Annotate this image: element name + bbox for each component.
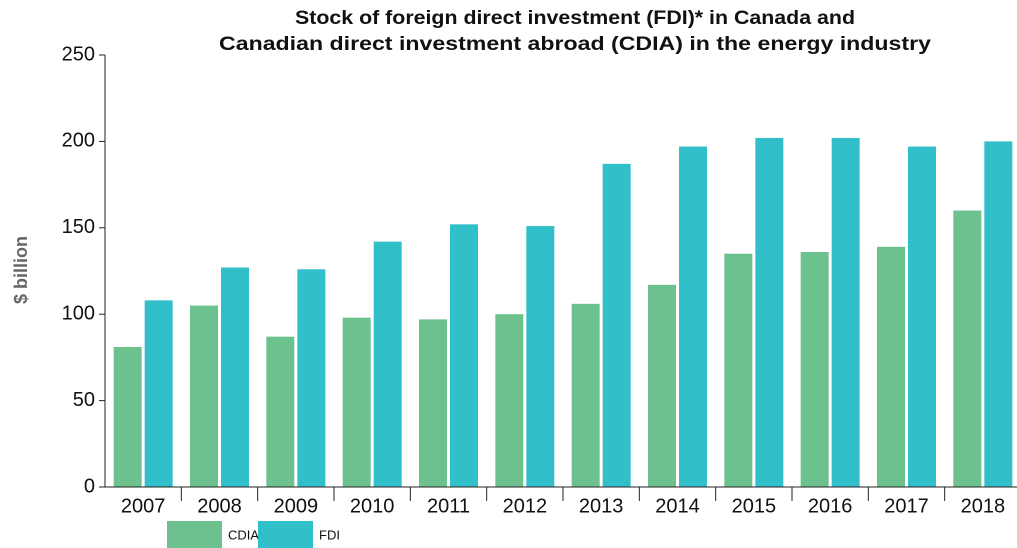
bar	[526, 226, 555, 487]
bar	[755, 137, 784, 487]
x-tick-label: 2014	[655, 495, 700, 517]
bar	[831, 137, 860, 487]
bar	[648, 284, 676, 487]
chart-title: Stock of foreign direct investment (FDI)…	[295, 8, 855, 29]
y-tick-label: 100	[62, 302, 95, 324]
y-tick-label: 0	[84, 475, 95, 497]
bar	[679, 146, 707, 488]
legend-swatch	[167, 521, 222, 548]
bar	[419, 319, 447, 487]
bar	[953, 210, 982, 487]
bar	[495, 314, 524, 487]
x-tick-label: 2010	[350, 495, 395, 517]
legend-swatch	[258, 521, 313, 548]
bar	[144, 300, 173, 487]
bar	[190, 305, 218, 487]
x-tick-label: 2018	[961, 495, 1006, 517]
bar	[113, 347, 142, 487]
y-tick-label: 150	[62, 216, 95, 238]
x-tick-label: 2011	[427, 495, 470, 517]
bar	[373, 241, 402, 487]
bar	[297, 269, 326, 487]
x-tick-label: 2008	[197, 495, 242, 517]
x-tick-label: 2007	[121, 495, 166, 517]
bar	[571, 303, 600, 487]
bar	[908, 146, 936, 488]
x-tick-label: 2016	[808, 495, 853, 517]
bar	[724, 253, 753, 487]
x-tick-label: 2009	[274, 495, 319, 517]
y-axis-label: $ billion	[11, 236, 31, 304]
y-tick-label: 250	[62, 43, 95, 65]
x-tick-label: 2013	[579, 495, 624, 517]
chart-title: Canadian direct investment abroad (CDIA)…	[219, 34, 932, 55]
bar	[450, 224, 478, 487]
bar	[877, 246, 905, 487]
y-tick-label: 200	[62, 130, 95, 152]
bar	[342, 317, 371, 487]
bar	[800, 251, 829, 487]
legend-label: FDI	[319, 527, 340, 542]
bar	[266, 336, 295, 487]
x-tick-label: 2017	[884, 495, 929, 517]
bar	[221, 267, 249, 487]
legend-label: CDIA	[228, 527, 259, 542]
bar	[984, 141, 1013, 487]
bar	[602, 163, 631, 487]
y-tick-label: 50	[73, 389, 95, 411]
x-tick-label: 2015	[732, 495, 777, 517]
x-tick-label: 2012	[503, 495, 548, 517]
